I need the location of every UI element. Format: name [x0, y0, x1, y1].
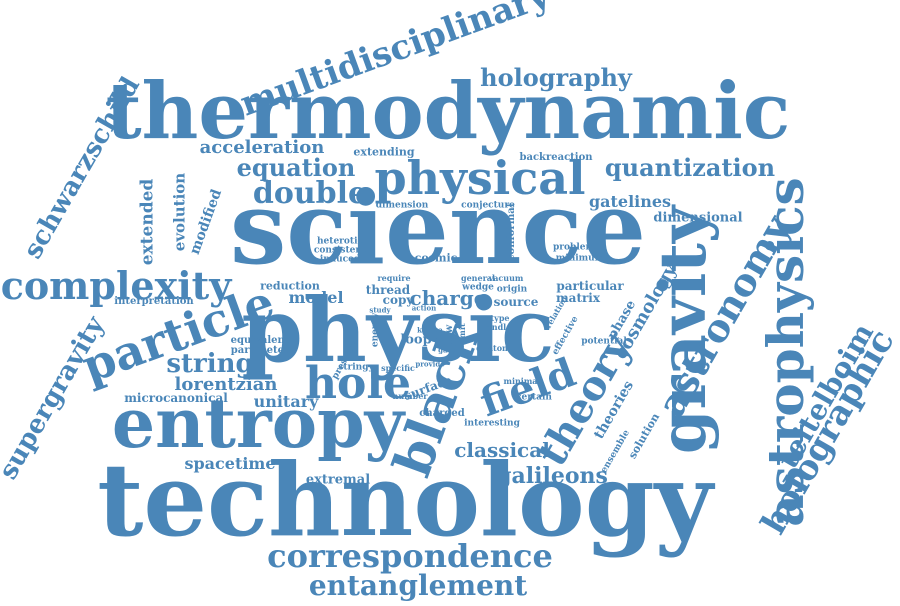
word-unitary: unitary — [253, 392, 319, 411]
word-charge: charge — [409, 286, 487, 310]
word-reduction: reduction — [260, 279, 320, 293]
word-dimension: dimension — [375, 200, 429, 211]
word-particular: particular — [556, 279, 624, 293]
word-vacuum: vacuum — [488, 273, 524, 283]
word-kaluza: kaluza — [417, 325, 443, 335]
word-conformal: conformal — [506, 203, 517, 261]
word-consistent: consistent — [313, 245, 367, 256]
word-equivalent: equivalent — [230, 335, 290, 346]
word-evolution: evolution — [170, 172, 189, 252]
word-entropy: entropy — [111, 384, 405, 464]
word-energy: energy — [370, 312, 381, 348]
word-origin: origin — [496, 284, 528, 295]
word-quantization: quantization — [604, 153, 776, 182]
word-physic: physic — [241, 278, 555, 382]
word-charged: charged — [419, 408, 465, 419]
word-technology: technology — [97, 441, 713, 559]
word-require: require — [377, 273, 411, 283]
word-problem: problem — [553, 242, 595, 253]
word-science: science — [229, 169, 647, 287]
word-acceleration: acceleration — [199, 137, 325, 158]
word-model: model — [288, 288, 344, 307]
word-provide: provide — [415, 359, 445, 369]
word-thermodynamic: thermodynamic — [105, 66, 791, 157]
word-double: double — [252, 176, 368, 211]
word-complexity: complexity — [0, 263, 232, 308]
word-conjecture: conjecture — [461, 200, 515, 211]
word-specific: specific — [381, 363, 415, 373]
word-cosmic: cosmic — [414, 251, 458, 265]
word-physical: physical — [374, 151, 586, 205]
word-correspondence: correspondence — [267, 537, 553, 575]
word-potential: potential — [581, 336, 627, 347]
word-schwarzschild: schwarzschild — [17, 72, 147, 264]
word-type: type — [490, 313, 510, 323]
word-supergravity: supergravity — [0, 311, 111, 485]
word-minimal: minimal — [503, 376, 541, 386]
word-matrix: matrix — [555, 291, 601, 305]
word-rindler: rindler — [484, 322, 516, 332]
word-certain: certain — [516, 392, 552, 403]
word-entanglement: entanglement — [308, 569, 528, 602]
word-spacetime: spacetime — [184, 454, 276, 473]
word-interesting: interesting — [464, 418, 520, 429]
word-flow: flow — [444, 324, 455, 348]
word-parameter: parameter — [230, 345, 290, 356]
word-extended: extended — [137, 178, 158, 266]
word-thread: thread — [365, 283, 411, 297]
word-lorentzian: lorentzian — [174, 374, 278, 395]
word-extending: extending — [353, 145, 415, 159]
word-induced: induced — [319, 254, 361, 265]
word-equation: equation — [236, 153, 356, 182]
word-classical: classical — [454, 438, 550, 462]
word-microcanonical: microcanonical — [124, 391, 228, 405]
word-study: study — [369, 305, 391, 315]
word-general: general — [460, 273, 496, 283]
word-heterotic: heterotic — [317, 236, 363, 247]
word-action: action — [411, 303, 437, 313]
word-minimum: minimum — [555, 253, 605, 264]
word-stringy: stringy — [338, 362, 374, 373]
word-interpretation: interpretation — [114, 296, 194, 307]
word-loop: loop — [400, 332, 432, 348]
word-gatelines: gatelines — [588, 192, 672, 211]
word-wedge: wedge — [462, 282, 494, 293]
word-source: source — [493, 295, 539, 309]
word-string: string — [166, 349, 254, 379]
word-limit: limit — [457, 323, 467, 345]
word-hole: hole — [304, 358, 412, 409]
word-extremal: extremal — [305, 472, 371, 488]
word-modified: modified — [186, 187, 226, 257]
word-gauge: gauge — [438, 345, 462, 355]
word-backreaction: backreaction — [519, 152, 593, 163]
word-dimensional: dimensional — [653, 210, 743, 226]
word-dilaton: dilaton — [476, 343, 508, 353]
word-holography: holography — [480, 63, 632, 92]
word-copy: copy — [382, 293, 414, 307]
word-galileons: galileons — [496, 463, 608, 489]
word-number: number — [392, 391, 428, 401]
